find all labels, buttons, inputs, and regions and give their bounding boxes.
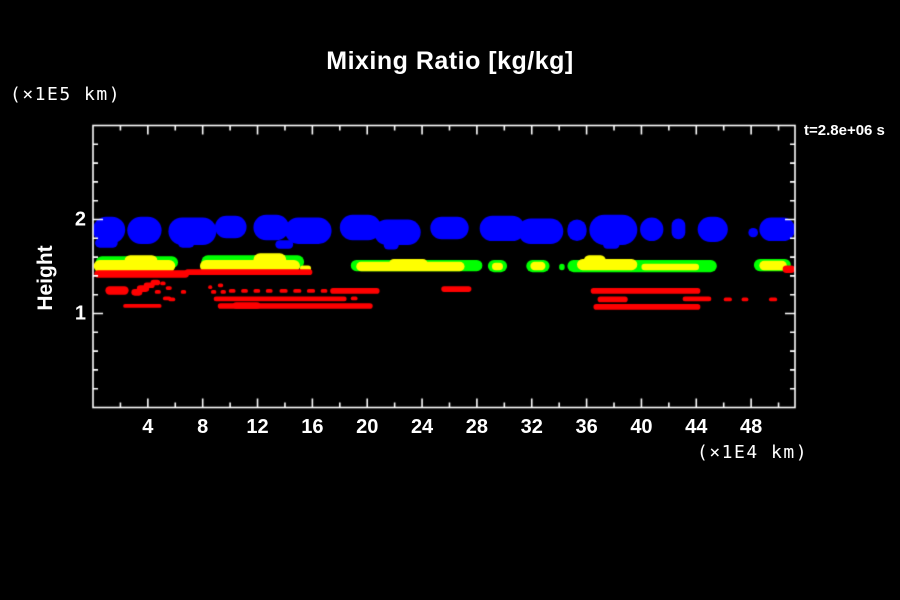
x-tick-label: 28 <box>465 416 489 438</box>
x-tick-label: 20 <box>356 416 379 438</box>
x-tick-label: 44 <box>685 416 708 438</box>
x-tick-label: 12 <box>246 416 269 438</box>
x-tick-label: 24 <box>410 416 434 438</box>
x-tick-label: 8 <box>197 416 209 438</box>
x-tick-label: 36 <box>575 416 598 438</box>
x-axis-units-label: (×1E4 km) <box>697 442 809 463</box>
x-tick-label: 4 <box>142 416 154 438</box>
y-tick-label: 1 <box>74 302 86 324</box>
x-tick-label: 16 <box>301 416 324 438</box>
x-tick-label: 40 <box>630 416 653 438</box>
x-tick-label: 32 <box>520 416 543 438</box>
x-tick-label: 48 <box>740 416 763 438</box>
y-tick-label: 2 <box>74 208 86 230</box>
